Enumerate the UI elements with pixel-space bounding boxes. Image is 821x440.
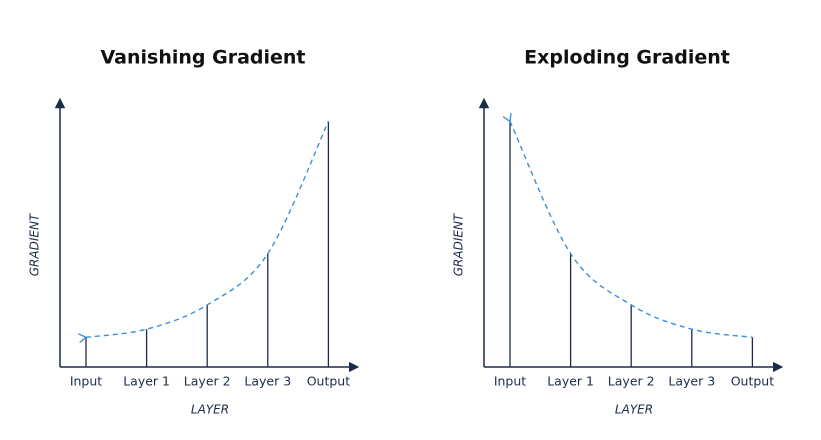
x-tick-label: Layer 2 (184, 374, 231, 389)
x-tick-label: Layer 1 (547, 374, 594, 389)
x-tick-label: Input (494, 374, 526, 389)
x-tick-label: Layer 2 (608, 374, 655, 389)
x-tick-label: Input (70, 374, 102, 389)
x-tick-label: Layer 3 (668, 374, 715, 389)
y-axis-label: GRADIENT (28, 212, 42, 276)
x-tick-label: Output (307, 374, 351, 389)
chart-title: Exploding Gradient (524, 47, 730, 69)
y-axis-label: GRADIENT (452, 212, 466, 276)
x-axis-label: LAYER (615, 403, 653, 417)
gradient-curve (86, 121, 330, 337)
x-axis-label: LAYER (191, 403, 229, 417)
x-tick-label: Layer 1 (123, 374, 170, 389)
x-tick-label: Output (731, 374, 775, 389)
chart-title: Vanishing Gradient (100, 47, 305, 69)
gradient-curve (510, 121, 753, 338)
x-tick-label: Layer 3 (244, 374, 291, 389)
